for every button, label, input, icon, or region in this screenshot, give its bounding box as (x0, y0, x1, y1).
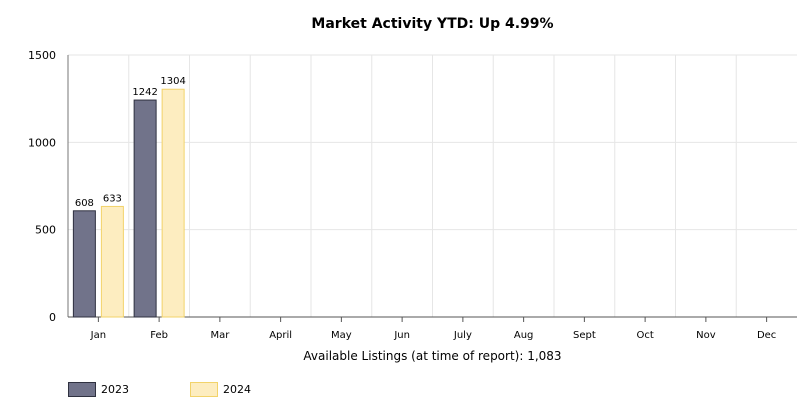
x-tick-label: Sept (573, 330, 596, 341)
data-label-2023-Jan: 608 (75, 198, 94, 209)
legend-label-2024: 2024 (223, 383, 251, 396)
data-labels: 608 1242 633 1304 (75, 76, 186, 209)
x-tick-label: May (331, 330, 352, 341)
grid-lines (68, 54, 797, 317)
bar-2024-Feb (161, 88, 185, 318)
data-label-2024-Feb: 1304 (160, 76, 185, 87)
bar-2024-Jan (100, 205, 124, 318)
y-tick-label: 500 (35, 224, 56, 237)
data-label-2023-Feb: 1242 (132, 87, 157, 98)
x-tick-label: Mar (210, 330, 230, 341)
legend-item-2023: 2023 (68, 382, 129, 397)
y-tick-label: 1500 (28, 49, 56, 62)
x-tick-label: Jun (393, 330, 410, 341)
legend-label-2023: 2023 (101, 383, 129, 396)
x-tick-label: Oct (636, 330, 653, 341)
axes: 0 500 1000 1500 Jan Feb Mar April May Jun July Aug S… (28, 49, 797, 341)
bars (72, 88, 185, 318)
x-tick-label: Aug (514, 330, 534, 341)
bar-2023-Feb (133, 99, 157, 318)
chart-title: Market Activity YTD: Up 4.99% (311, 16, 554, 32)
x-tick-label: April (269, 330, 292, 341)
x-tick-label: Nov (696, 330, 716, 341)
x-tick-label: Feb (150, 330, 168, 341)
data-label-2024-Jan: 633 (103, 193, 122, 204)
y-tick-label: 0 (49, 311, 56, 324)
x-tick-label: Dec (757, 330, 776, 341)
legend-swatch-2024 (190, 382, 218, 397)
x-axis-label: Available Listings (at time of report): … (303, 349, 562, 363)
y-tick-label: 1000 (28, 136, 56, 149)
bar-2023-Jan (72, 210, 96, 318)
legend-item-2024: 2024 (190, 382, 251, 397)
x-tick-label: Jan (90, 330, 106, 341)
legend-swatch-2023 (68, 382, 96, 397)
x-tick-label: July (453, 330, 472, 341)
